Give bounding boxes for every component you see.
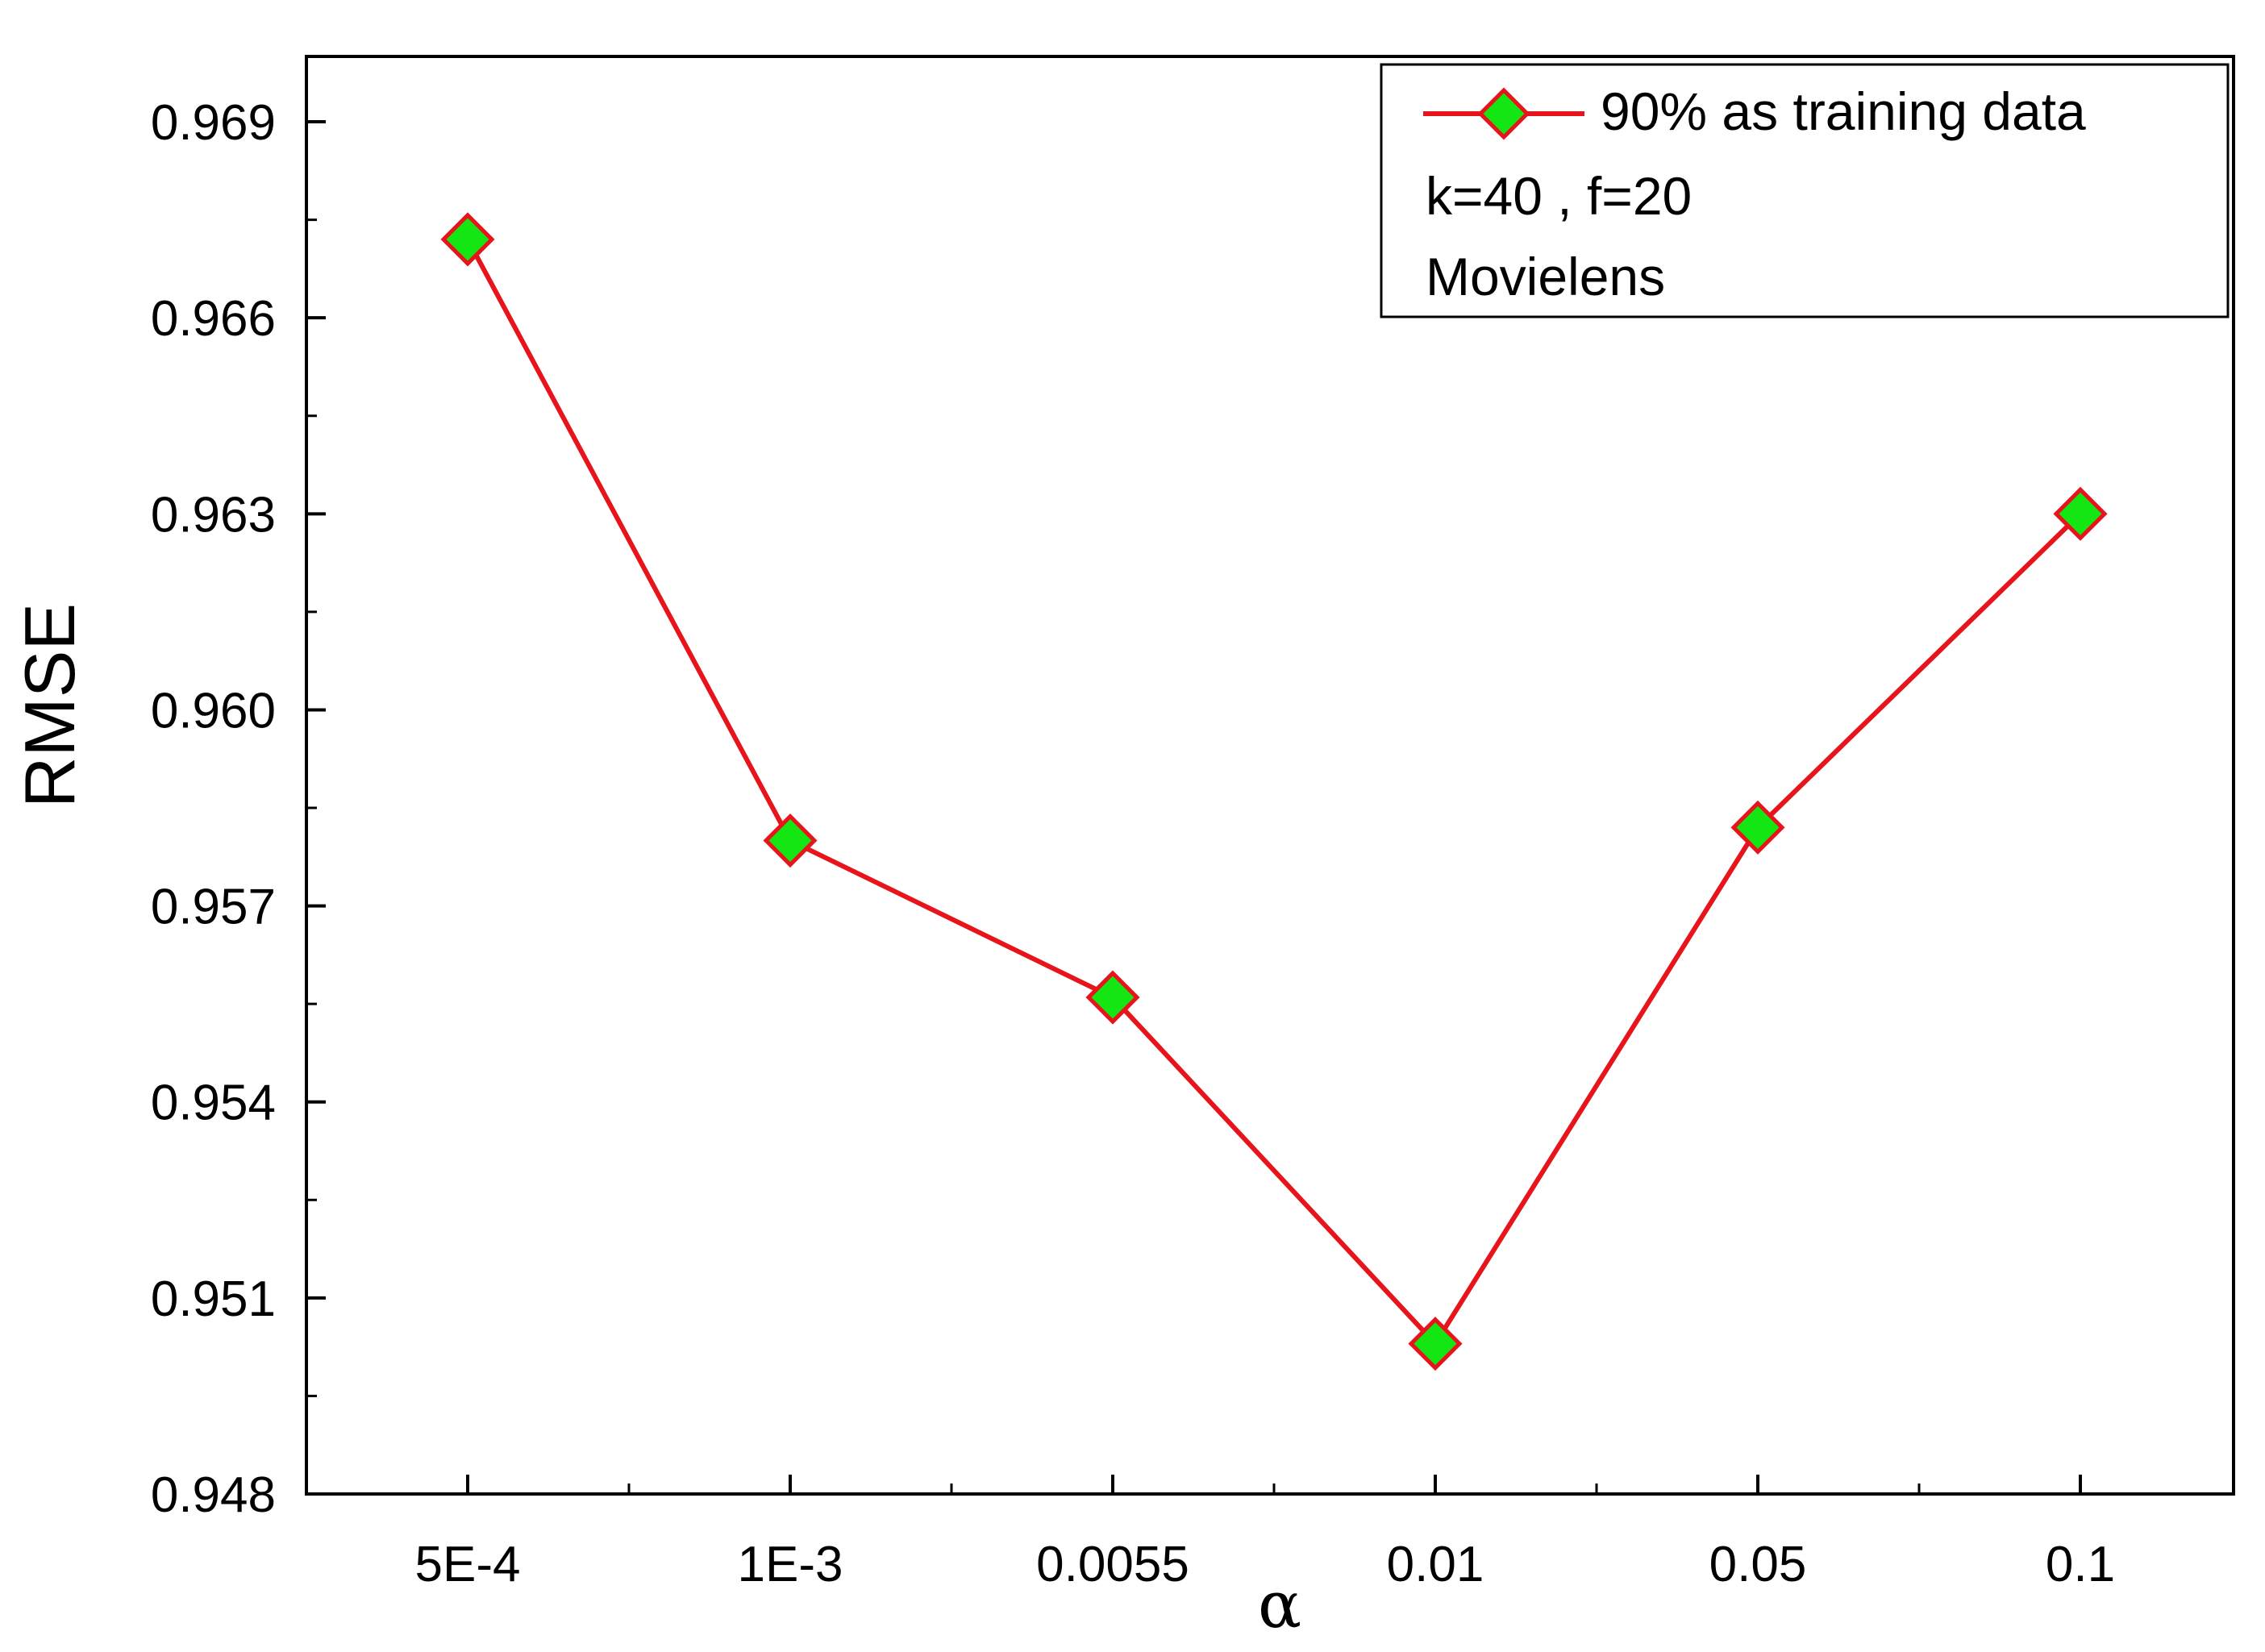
series-layer (440, 212, 2108, 1371)
annotation-dataset: Movielens (1426, 247, 1665, 306)
y-tick-label: 0.969 (151, 95, 276, 151)
x-tick-label: 5E-4 (415, 1537, 521, 1592)
x-tick-label: 0.1 (2046, 1537, 2115, 1592)
x-tick-label: 0.01 (1387, 1537, 1484, 1592)
legend-series-label: 90% as training data (1601, 81, 2086, 141)
y-tick-label: 0.948 (151, 1467, 276, 1523)
y-tick-label: 0.963 (151, 487, 276, 543)
legend: 90% as training data k=40 , f=20 Moviele… (1380, 63, 2230, 318)
y-tick-label: 0.951 (151, 1271, 276, 1327)
data-point (1085, 970, 1140, 1025)
x-axis-title: α (1258, 1567, 1301, 1642)
annotation-params: k=40 , f=20 (1426, 166, 1692, 226)
x-tick-label: 1E-3 (738, 1537, 843, 1592)
y-tick-label: 0.960 (151, 683, 276, 739)
y-axis: 0.948 0.951 0.954 0.957 0.960 0.963 0.966 0.969 (151, 95, 326, 1523)
x-axis: 5E-4 1E-3 0.0055 0.01 0.05 0.1 (415, 1475, 2115, 1592)
x-tick-label: 0.0055 (1036, 1537, 1189, 1592)
data-point (2053, 486, 2108, 541)
plot-frame (305, 55, 2235, 1496)
data-point (1730, 800, 1785, 855)
data-point (763, 814, 818, 868)
y-tick-label: 0.966 (151, 291, 276, 347)
series-line (465, 238, 2083, 1346)
y-tick-label: 0.954 (151, 1076, 276, 1131)
y-tick-label: 0.957 (151, 880, 276, 935)
legend-marker (1477, 87, 1530, 140)
x-tick-label: 0.05 (1709, 1537, 1807, 1592)
data-point (440, 212, 495, 267)
data-point (1408, 1317, 1463, 1371)
y-axis-title: RMSE (10, 603, 90, 808)
